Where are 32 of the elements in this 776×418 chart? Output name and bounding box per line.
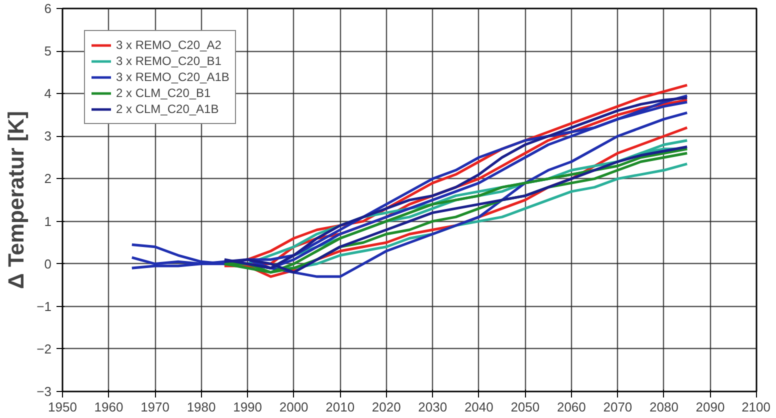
legend-label: 2 x CLM_C20_A1B bbox=[116, 101, 219, 117]
x-tick-label: 1990 bbox=[233, 400, 262, 414]
legend-label: 3 x REMO_C20_B1 bbox=[116, 53, 222, 69]
x-tick-label: 2000 bbox=[279, 400, 308, 414]
y-tick-label: 1 bbox=[44, 214, 52, 229]
y-tick-label: 0 bbox=[44, 256, 52, 272]
x-tick-label: 1960 bbox=[94, 400, 124, 414]
x-tick-label: 2060 bbox=[556, 400, 586, 414]
x-tick-label: 2030 bbox=[418, 400, 448, 414]
legend-label: 3 x REMO_C20_A1B bbox=[116, 69, 230, 85]
x-tick-label: 2050 bbox=[510, 400, 540, 414]
x-tick-label: 2040 bbox=[464, 400, 494, 414]
y-tick-label: 5 bbox=[44, 44, 52, 59]
x-tick-label: 2080 bbox=[650, 400, 678, 414]
x-tick-label: 2010 bbox=[326, 400, 355, 414]
legend-label: 3 x REMO_C20_A2 bbox=[116, 37, 222, 53]
y-tick-label: −2 bbox=[36, 341, 52, 356]
legend-label: 2 x CLM_C20_B1 bbox=[116, 85, 211, 101]
x-tick-label: 1980 bbox=[186, 400, 216, 414]
y-axis-title: Δ Temperatur [K] bbox=[4, 111, 29, 289]
x-tick-label: 2020 bbox=[372, 400, 401, 414]
x-tick-label: 2070 bbox=[603, 400, 632, 414]
y-tick-label: 3 bbox=[44, 128, 52, 144]
y-tick-label: 2 bbox=[44, 171, 52, 186]
y-tick-label: 4 bbox=[44, 86, 52, 102]
x-tick-label: 2090 bbox=[696, 400, 725, 414]
x-tick-label: 2100 bbox=[742, 400, 770, 414]
y-tick-label: −1 bbox=[36, 298, 52, 314]
x-tick-label: 1970 bbox=[140, 400, 170, 414]
x-tick-label: 1950 bbox=[48, 400, 77, 414]
y-tick-label: −3 bbox=[36, 384, 52, 399]
y-tick-label: 6 bbox=[44, 1, 52, 16]
